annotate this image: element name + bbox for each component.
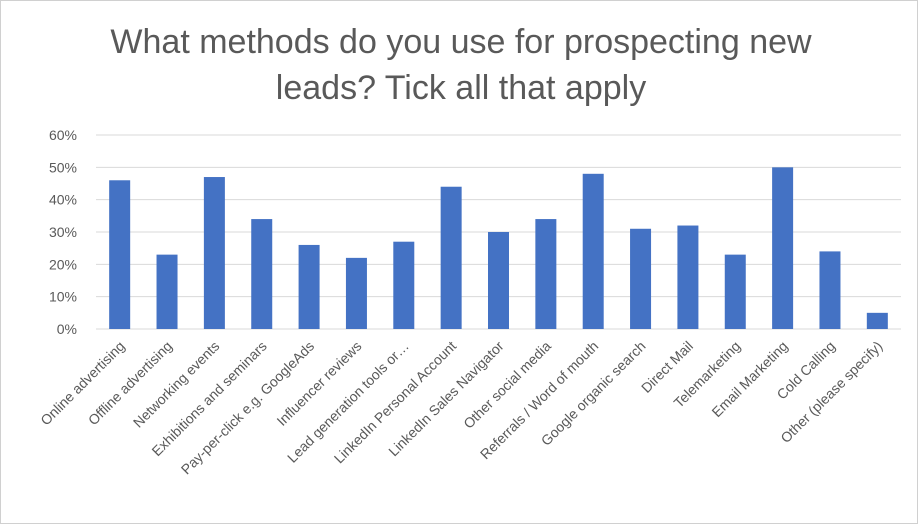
x-tick-label: Other social media [460, 338, 554, 432]
bar [251, 219, 273, 329]
bar [582, 173, 604, 329]
x-tick-label: Networking events [130, 338, 223, 431]
bar [109, 180, 131, 329]
x-tick-label: Influencer reviews [273, 338, 364, 429]
bar [345, 257, 367, 329]
x-tick-label: Offline advertising [85, 338, 175, 428]
bar [772, 167, 794, 329]
bar [866, 312, 888, 329]
bar [819, 251, 841, 329]
bar [156, 254, 178, 329]
y-tick-label: 50% [49, 159, 77, 175]
y-tick-label: 40% [49, 192, 77, 208]
y-tick-label: 60% [49, 127, 77, 143]
chart-title: What methods do you use for prospecting … [110, 23, 812, 107]
y-tick-label: 0% [57, 321, 77, 337]
y-tick-label: 20% [49, 256, 77, 272]
bar [630, 228, 652, 329]
bar [298, 244, 320, 329]
bar [724, 254, 746, 329]
bar [203, 177, 225, 329]
y-tick-label: 30% [49, 224, 77, 240]
y-tick-label: 10% [49, 289, 77, 305]
bar [440, 186, 462, 329]
bar [677, 225, 699, 329]
bar [535, 219, 557, 329]
bar [393, 241, 415, 329]
bar [488, 232, 509, 329]
x-tick-label: Online advertising [37, 338, 128, 429]
